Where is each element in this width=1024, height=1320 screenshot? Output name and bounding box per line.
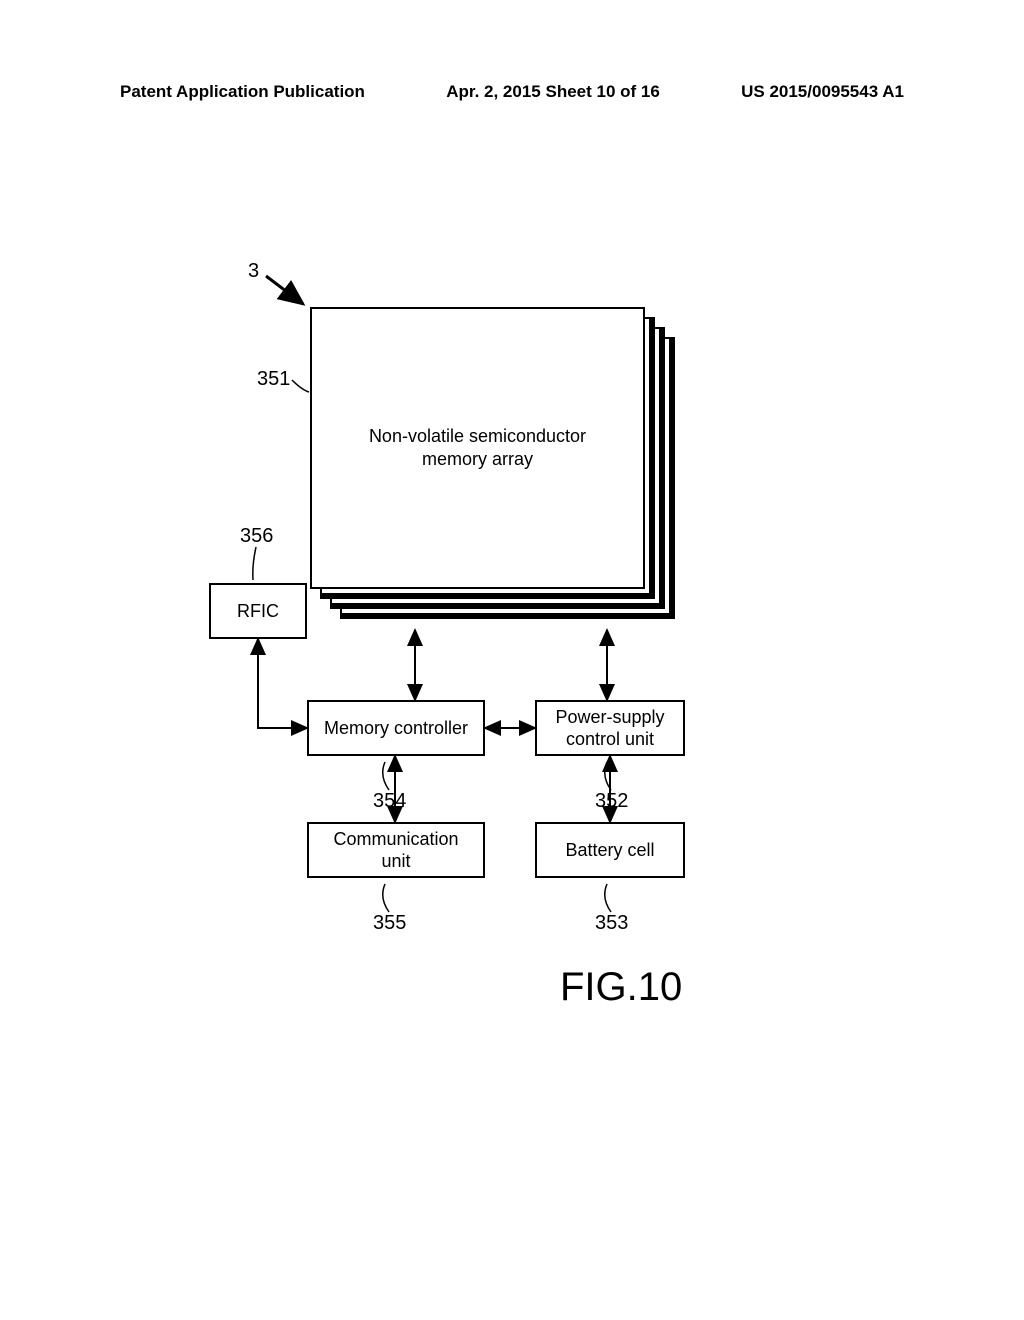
page-header: Patent Application Publication Apr. 2, 2… [120, 82, 904, 102]
figure-caption: FIG.10 [560, 965, 682, 1010]
ref-352: 352 [595, 790, 628, 813]
memory-controller-label: Memory controller [324, 717, 468, 740]
block-diagram: Non-volatile semiconductormemory array R… [195, 260, 835, 1000]
memory-controller-block: Memory controller [307, 700, 485, 756]
header-right: US 2015/0095543 A1 [741, 82, 904, 102]
ref-354: 354 [373, 790, 406, 813]
power-supply-control-block: Power-supplycontrol unit [535, 700, 685, 756]
communication-unit-label: Communicationunit [333, 828, 458, 873]
ref-351: 351 [257, 368, 290, 391]
power-supply-control-label: Power-supplycontrol unit [555, 706, 664, 751]
ref-3: 3 [248, 260, 259, 283]
header-left: Patent Application Publication [120, 82, 365, 102]
rfic-block: RFIC [209, 583, 307, 639]
ref-356: 356 [240, 525, 273, 548]
rfic-label: RFIC [237, 600, 279, 623]
battery-cell-block: Battery cell [535, 822, 685, 878]
communication-unit-block: Communicationunit [307, 822, 485, 878]
battery-cell-label: Battery cell [565, 839, 654, 862]
memory-array-label: Non-volatile semiconductormemory array [310, 307, 645, 589]
header-center: Apr. 2, 2015 Sheet 10 of 16 [446, 82, 660, 102]
ref-355: 355 [373, 912, 406, 935]
ref-353: 353 [595, 912, 628, 935]
